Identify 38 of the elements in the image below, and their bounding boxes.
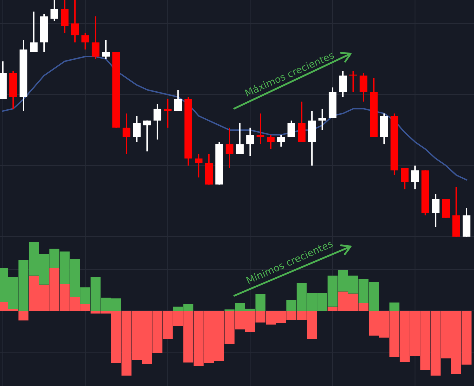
candlestick	[318, 108, 326, 131]
candlestick	[432, 194, 440, 228]
candlestick	[143, 120, 152, 152]
candlestick	[174, 89, 182, 112]
candlestick	[205, 153, 214, 186]
candlestick	[133, 115, 141, 143]
candlestick	[71, 0, 80, 44]
candlestick	[339, 70, 347, 98]
bar	[18, 311, 29, 321]
candlestick	[452, 186, 460, 238]
candlestick	[277, 134, 286, 148]
candlestick	[61, 0, 69, 34]
candlestick	[226, 127, 234, 169]
candlestick	[288, 120, 296, 138]
candlestick	[102, 40, 110, 60]
candlestick	[246, 127, 254, 158]
candlestick	[82, 32, 90, 50]
candlestick	[442, 198, 450, 219]
bar	[390, 302, 400, 312]
candlestick	[92, 16, 100, 60]
candlestick	[195, 153, 203, 178]
candlestick	[360, 72, 368, 103]
candlestick	[50, 0, 58, 22]
candlestick	[256, 113, 265, 146]
candlestick	[350, 70, 358, 94]
candlestick	[154, 104, 162, 140]
candlestick	[380, 113, 388, 146]
candlestick	[267, 134, 275, 150]
candlestick	[164, 98, 172, 129]
candlestick	[122, 113, 131, 155]
candlestick	[308, 110, 316, 167]
candlestick	[462, 208, 471, 238]
candlestick	[411, 165, 420, 190]
candlestick	[30, 11, 38, 53]
candlestick	[236, 122, 244, 155]
candlestick	[10, 70, 18, 110]
candlestick	[401, 168, 409, 190]
candlestick	[298, 101, 306, 143]
